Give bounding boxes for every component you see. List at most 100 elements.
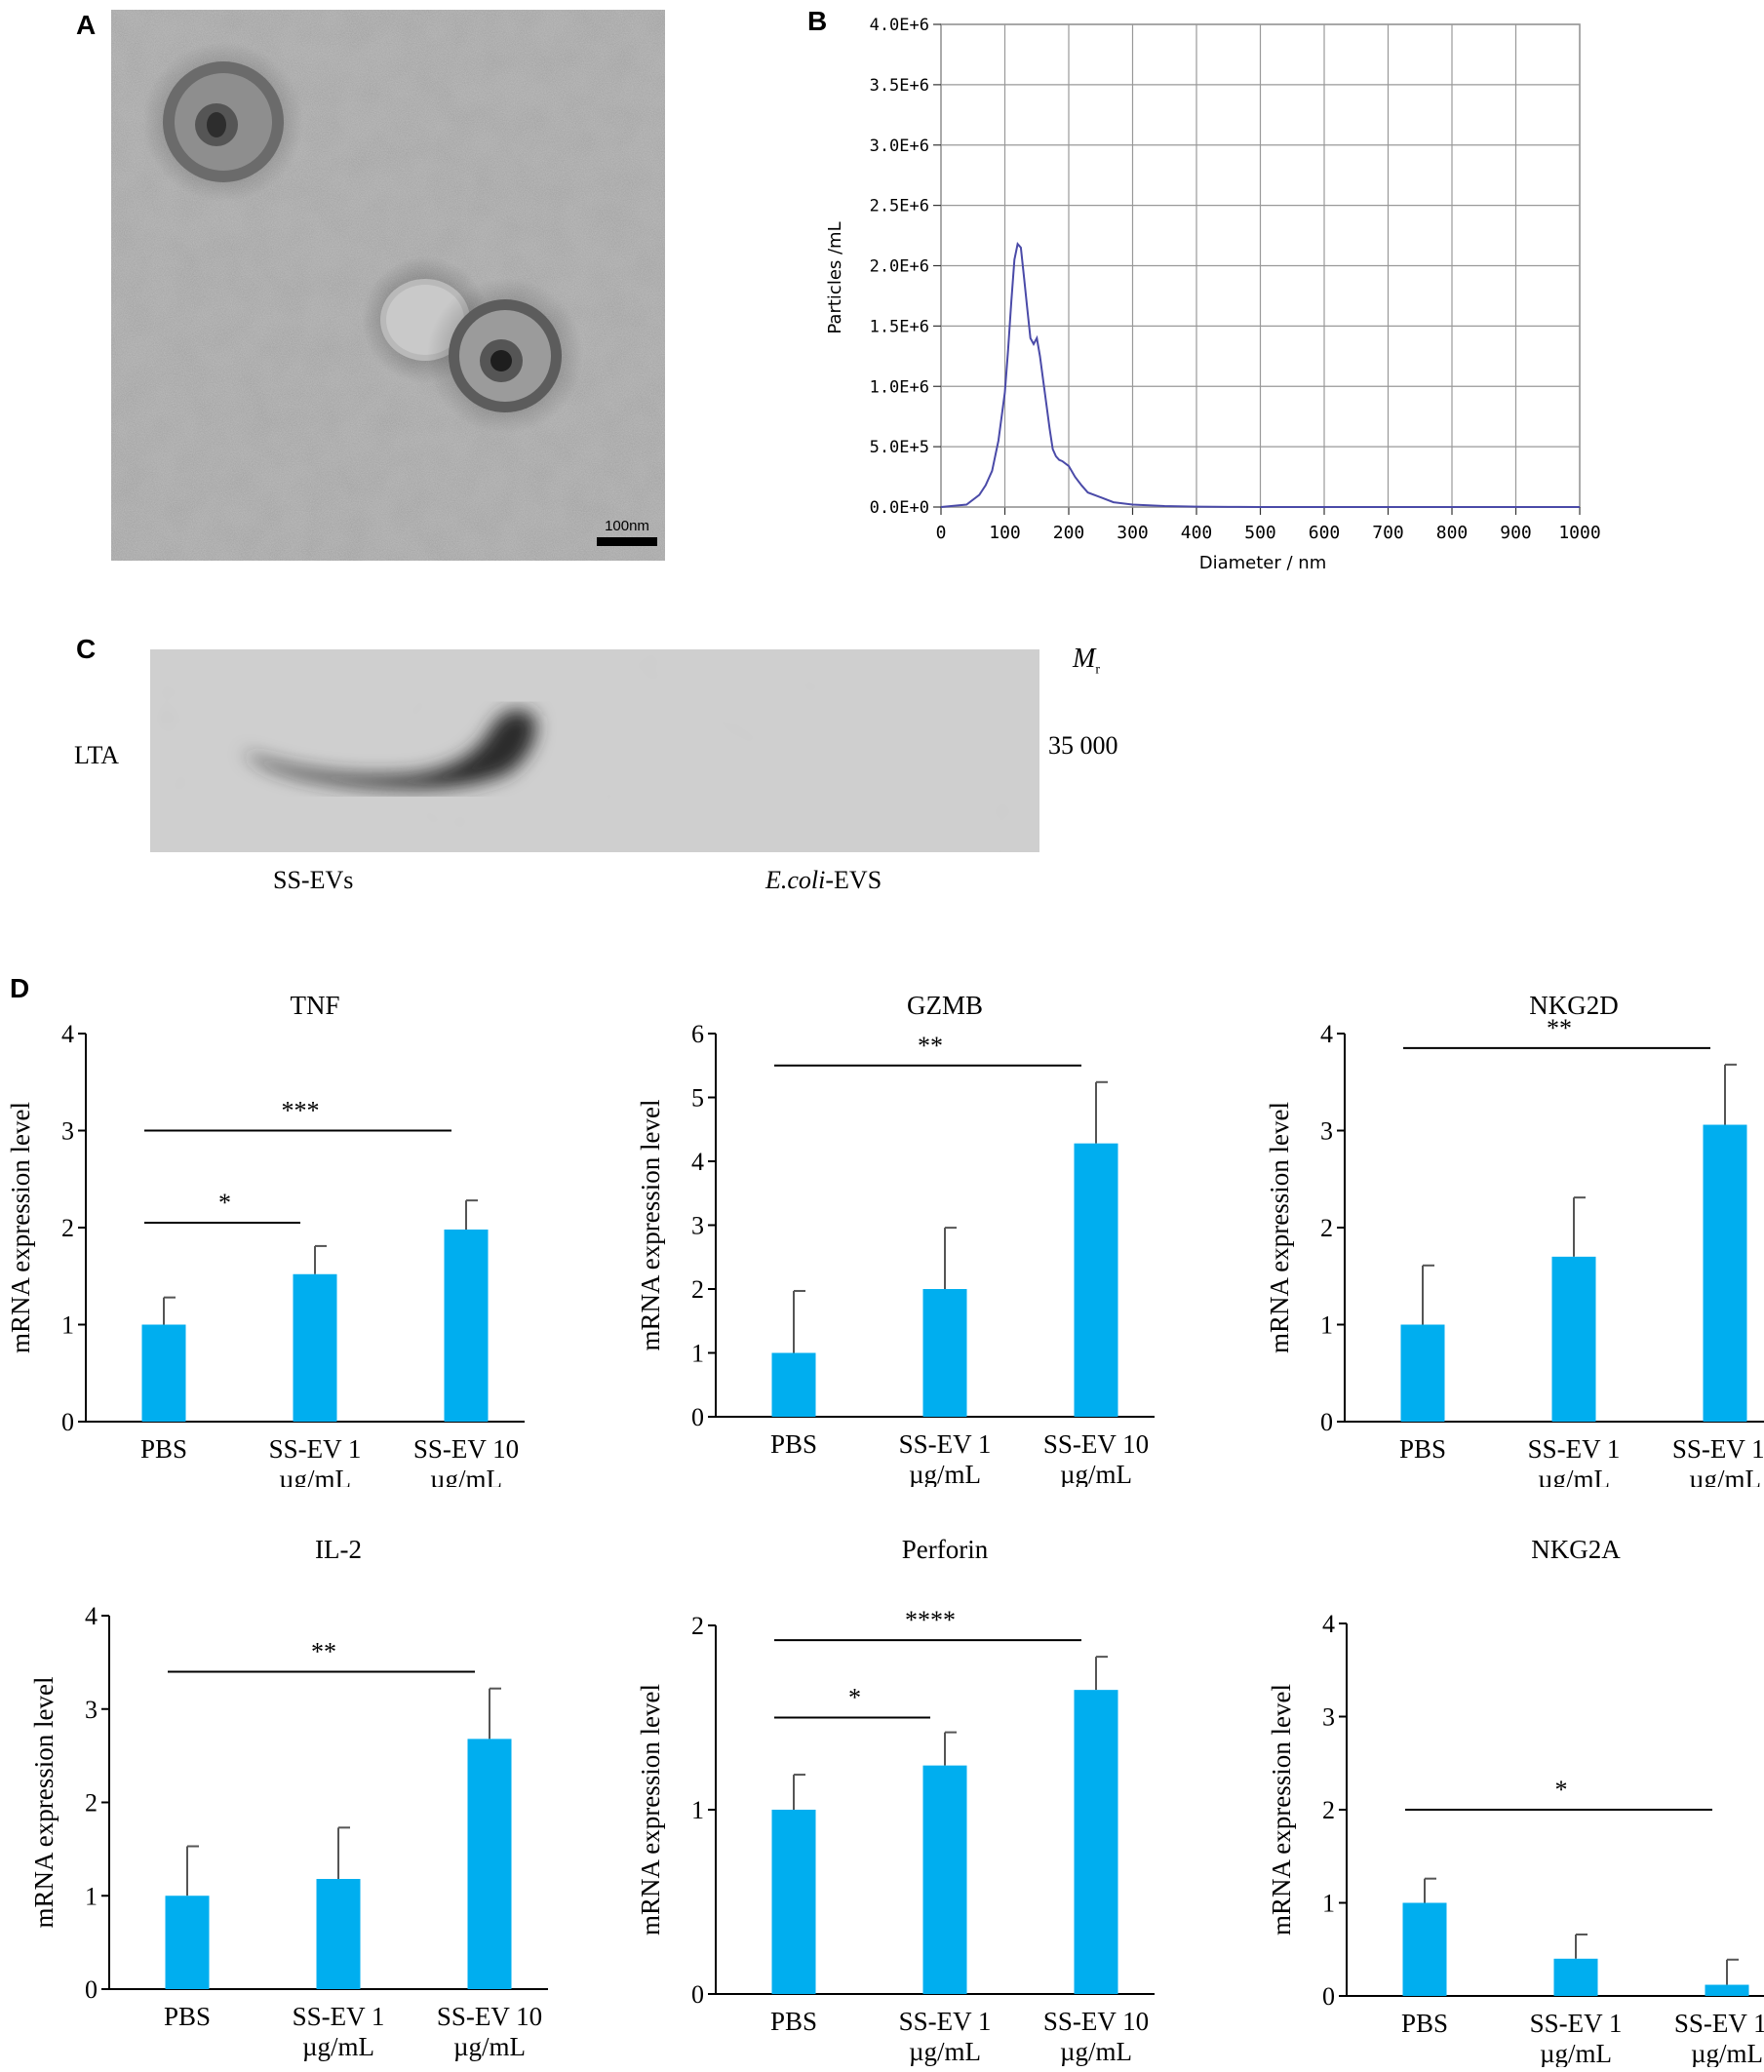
y-tick-label: 1 <box>85 1882 98 1910</box>
significance-label: ** <box>918 1032 943 1060</box>
chart-title: GZMB <box>907 991 983 1020</box>
panel-label-c: C <box>76 634 97 664</box>
y-tick-label: 0 <box>691 1980 704 2009</box>
y-tick-labels: 0.0E+0 5.0E+5 1.0E+6 1.5E+6 2.0E+6 2.5E+6 3.0E… <box>870 16 929 518</box>
x-tick-label: PBS <box>1401 2009 1448 2038</box>
y-tick-label: 4 <box>61 1020 74 1048</box>
bar <box>1074 1143 1118 1417</box>
y-axis-label: mRNA expression level <box>29 1677 59 1929</box>
x-tick-label: SS-EV 10 <box>437 2002 542 2031</box>
significance-label: * <box>218 1189 231 1217</box>
y-axis-label: mRNA expression level <box>1267 1684 1296 1935</box>
vesicle-3 <box>427 278 583 434</box>
x-tick-label: SS-EV 1 <box>293 2002 385 2031</box>
x-tick-label: 500 <box>1244 523 1276 543</box>
western-blot <box>150 649 1039 852</box>
bar-chart-il2: IL-2 mRNA expression level 0 1 2 3 4 PBS SS-EV 1… <box>29 1535 548 2061</box>
x-tick-label-unit: µg/mL <box>279 1465 351 1487</box>
y-tick-label: 0.0E+0 <box>870 498 929 518</box>
y-tick-label: 0 <box>691 1403 704 1431</box>
x-tick-label: SS-EV 1 <box>899 2007 992 2036</box>
blot-row-label: LTA <box>74 741 120 769</box>
bar <box>1400 1324 1445 1422</box>
x-tick-label-unit: µg/mL <box>909 1460 981 1487</box>
vesicle-1 <box>143 42 303 202</box>
y-tick-label: 0 <box>1322 1982 1335 2011</box>
bar-chart-nkg2d: NKG2D mRNA expression level 0 1 2 3 4 PBS SS-EV … <box>1265 991 1764 1487</box>
x-tick-label: PBS <box>1399 1434 1446 1464</box>
mr-label: Mr <box>1073 644 1100 678</box>
y-tick-label: 3 <box>1320 1117 1333 1146</box>
y-tick-label: 2 <box>85 1789 98 1818</box>
x-tick-label-unit: µg/mL <box>909 2037 981 2066</box>
x-tick-label: 400 <box>1181 523 1213 543</box>
bar <box>1705 1984 1749 1996</box>
bar <box>922 1289 967 1417</box>
y-axis-label: mRNA expression level <box>1265 1102 1294 1353</box>
marker-label: 35 000 <box>1048 731 1118 760</box>
x-tick-label: 700 <box>1372 523 1404 543</box>
bar <box>1402 1902 1447 1996</box>
mr-subscript: r <box>1095 662 1100 678</box>
y-tick-label: 0 <box>85 1975 98 2004</box>
x-tick-label: SS-EV 1 <box>899 1429 992 1459</box>
x-tick-label-unit: µg/mL <box>1689 1465 1761 1487</box>
x-tick-label-unit: µg/mL <box>302 2032 374 2061</box>
x-tick-label-unit: µg/mL <box>1060 1460 1132 1487</box>
scale-bar-label: 100nm <box>605 518 649 534</box>
y-tick-label: 1 <box>1322 1890 1335 1918</box>
series-line <box>940 242 1580 508</box>
bar <box>165 1896 210 1989</box>
x-tick-label: PBS <box>164 2002 211 2031</box>
x-tick-label: PBS <box>770 2007 817 2036</box>
x-axis-title: Diameter / nm <box>1199 553 1326 573</box>
y-axis-label: mRNA expression level <box>636 1100 665 1351</box>
chart-title: NKG2A <box>1531 1535 1621 1564</box>
y-tick-label: 4 <box>691 1148 704 1176</box>
y-tick-label: 4 <box>1320 1020 1333 1048</box>
significance-label: **** <box>905 1606 956 1634</box>
x-tick-label: 300 <box>1117 523 1149 543</box>
x-tick-label-unit: µg/mL <box>453 2032 526 2061</box>
y-tick-label: 2 <box>691 1275 704 1304</box>
y-tick-label: 3 <box>61 1117 74 1146</box>
significance-label: ** <box>311 1637 336 1665</box>
y-tick-label: 3.0E+6 <box>870 137 929 156</box>
x-tick-label: PBS <box>770 1429 817 1459</box>
y-tick-label: 2 <box>61 1214 74 1242</box>
x-tick-labels: 0 100 200 300 400 500 600 700 800 900 1000 <box>936 523 1601 543</box>
panel-label-d: D <box>10 973 30 1003</box>
lane-label-ssevs: SS-EVs <box>273 866 354 894</box>
y-tick-label: 0 <box>61 1408 74 1436</box>
y-tick-label: 5 <box>691 1084 704 1113</box>
bar <box>1553 1958 1598 1996</box>
y-tick-label: 3 <box>691 1212 704 1240</box>
x-tick-label: 800 <box>1436 523 1469 543</box>
panel-label-a: A <box>76 10 97 40</box>
y-tick-label: 4 <box>85 1602 98 1630</box>
y-tick-label: 6 <box>691 1020 704 1048</box>
bar-chart-nkg2a: NKG2A mRNA expression level 0 1 2 3 4 PBS SS-EV … <box>1267 1535 1764 2067</box>
bar <box>771 1352 816 1417</box>
x-tick-label: 100 <box>989 523 1021 543</box>
y-tick-label: 3 <box>85 1696 98 1724</box>
y-axis-label: mRNA expression level <box>6 1102 35 1353</box>
bar <box>293 1273 337 1422</box>
bar-chart-perforin: Perforin mRNA expression level 0 1 2 PBS SS-EV… <box>636 1535 1155 2066</box>
bar <box>141 1324 186 1422</box>
lane-label-ecoli: E.coli-EVS <box>765 866 882 894</box>
y-tick-label: 2 <box>1322 1796 1335 1824</box>
y-tick-label: 1 <box>1320 1311 1333 1340</box>
y-tick-label: 2 <box>691 1612 704 1640</box>
lta-band <box>243 710 536 789</box>
y-tick-label: 3.5E+6 <box>870 76 929 96</box>
y-tick-label: 2 <box>1320 1214 1333 1242</box>
x-tick-label: 200 <box>1053 523 1085 543</box>
x-tick-label: SS-EV 10 <box>1043 1429 1149 1459</box>
chart-title: NKG2D <box>1529 991 1619 1020</box>
x-tick-label: PBS <box>140 1434 187 1464</box>
bar <box>922 1765 967 1994</box>
x-tick-label: SS-EV 1 <box>1530 2009 1623 2038</box>
x-tick-label: SS-EV 10 <box>1672 1434 1764 1464</box>
